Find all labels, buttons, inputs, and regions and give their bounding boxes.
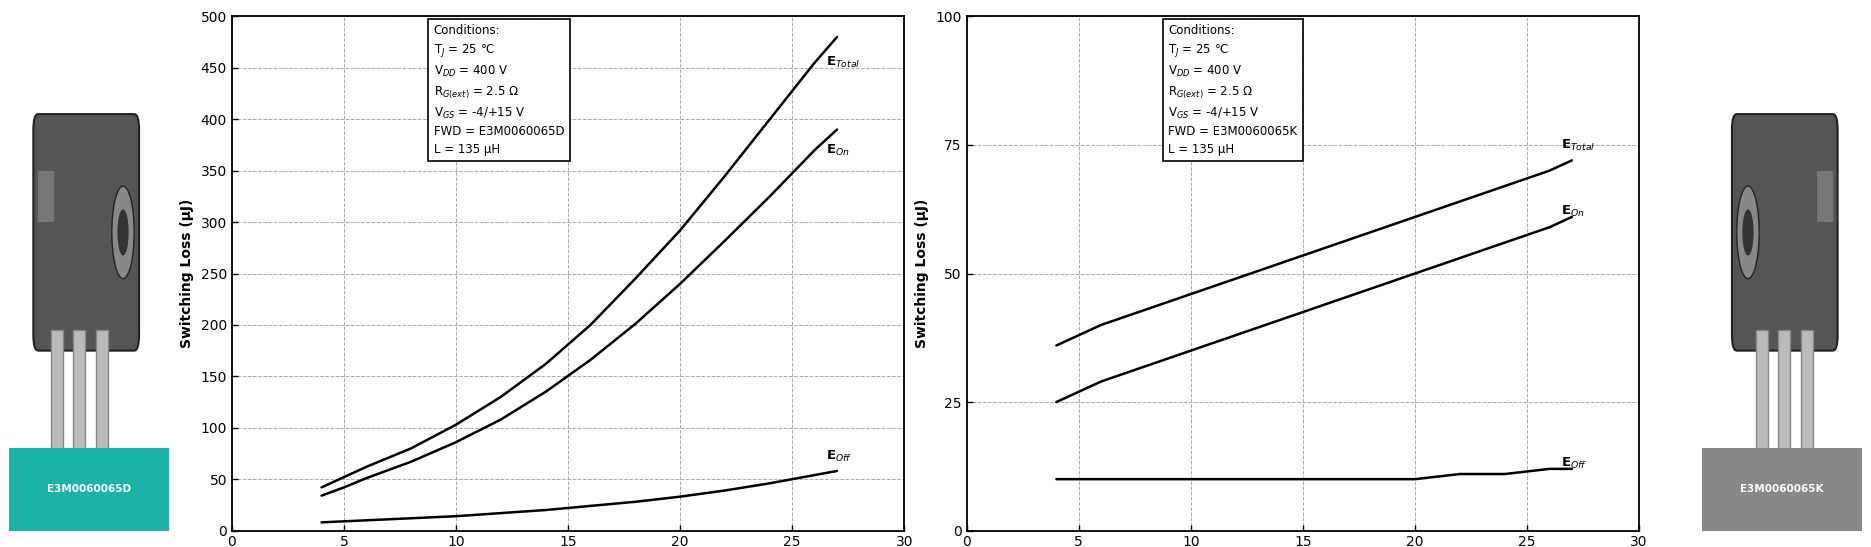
Bar (1757, 330, 1768, 490)
Ellipse shape (112, 186, 135, 278)
Text: E$_{On}$: E$_{On}$ (1560, 204, 1585, 219)
Bar (9, 449, 170, 531)
FancyBboxPatch shape (1817, 171, 1834, 222)
Bar (1800, 330, 1813, 490)
Text: E3M0060065K: E3M0060065K (1740, 485, 1824, 494)
Text: Conditions:
T$_J$ = 25 °C
V$_{DD}$ = 400 V
R$_{G(ext)}$ = 2.5 Ω
V$_{GS}$ = -4/+1: Conditions: T$_J$ = 25 °C V$_{DD}$ = 400… (1168, 24, 1298, 155)
Y-axis label: Switching Loss (µJ): Switching Loss (µJ) (180, 199, 195, 348)
Text: E$_{Total}$: E$_{Total}$ (1560, 137, 1596, 153)
Ellipse shape (118, 209, 129, 255)
Bar (73, 330, 86, 490)
FancyBboxPatch shape (34, 114, 138, 351)
Bar (1701, 449, 1862, 531)
FancyBboxPatch shape (1733, 114, 1837, 351)
Text: E3M0060065D: E3M0060065D (47, 485, 131, 494)
Text: E$_{Off}$: E$_{Off}$ (1560, 456, 1587, 472)
Text: E$_{On}$: E$_{On}$ (825, 143, 849, 158)
FancyBboxPatch shape (37, 171, 54, 222)
Text: E$_{Total}$: E$_{Total}$ (825, 55, 861, 70)
Text: E$_{Off}$: E$_{Off}$ (825, 449, 851, 464)
Ellipse shape (1742, 209, 1753, 255)
Y-axis label: Switching Loss (µJ): Switching Loss (µJ) (915, 199, 928, 348)
Bar (95, 330, 109, 490)
Ellipse shape (1736, 186, 1759, 278)
Bar (1779, 330, 1791, 490)
Bar (51, 330, 64, 490)
Text: Conditions:
T$_J$ = 25 °C
V$_{DD}$ = 400 V
R$_{G(ext)}$ = 2.5 Ω
V$_{GS}$ = -4/+1: Conditions: T$_J$ = 25 °C V$_{DD}$ = 400… (434, 24, 565, 155)
